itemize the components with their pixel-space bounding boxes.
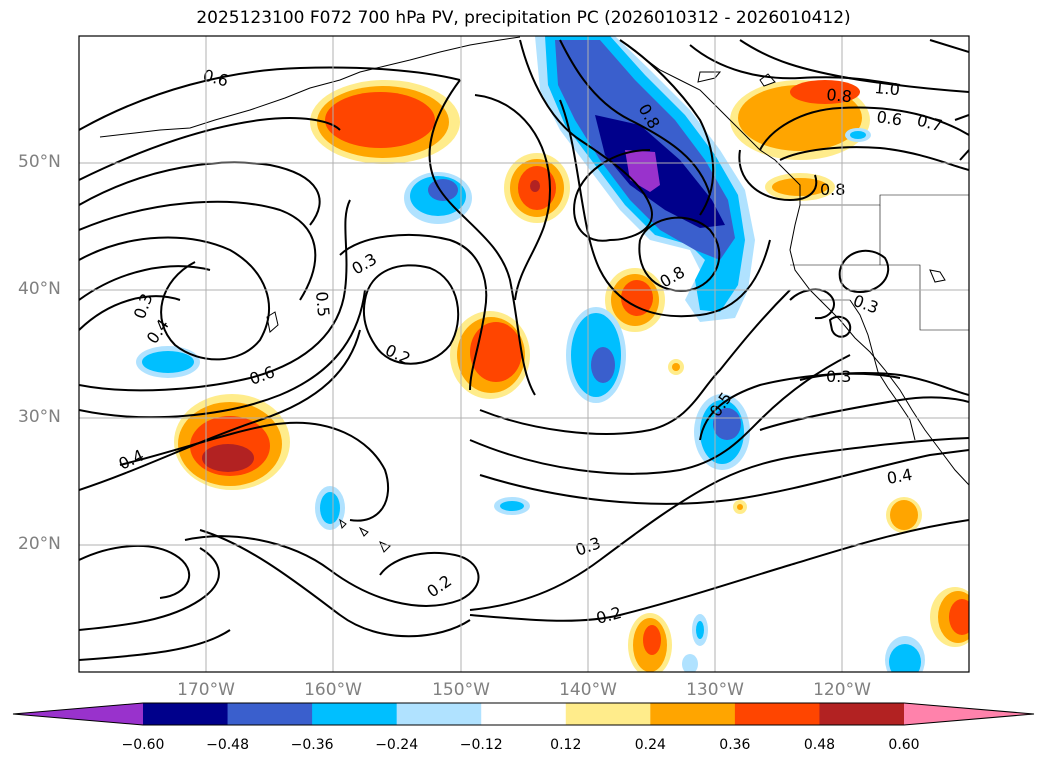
contour-label: 0.8: [820, 180, 845, 199]
map-frame: [78, 35, 970, 673]
lon-label-170w: 170°W: [177, 680, 235, 700]
colorbar-segment: [650, 703, 736, 725]
colorbar-segment: [734, 703, 820, 725]
contour-label: 1.0: [874, 78, 901, 99]
lat-label-20n: 20°N: [18, 534, 61, 554]
gridlines: [79, 36, 969, 672]
colorbar-tick-label: 0.36: [719, 737, 751, 753]
lon-label-130w: 130°W: [686, 680, 744, 700]
contour-label: 0.4: [885, 465, 913, 488]
country-borders: [790, 194, 969, 331]
colorbar-tick-label: −0.60: [121, 737, 165, 753]
colorbar-tick-label: −0.12: [459, 737, 503, 753]
colorbar-segment: [481, 703, 567, 725]
lon-label-120w: 120°W: [813, 680, 871, 700]
lon-label-160w: 160°W: [304, 680, 362, 700]
lon-label-140w: 140°W: [559, 680, 617, 700]
colorbar-segment: [227, 703, 313, 725]
lon-label-150w: 150°W: [432, 680, 490, 700]
pv-contours: [79, 39, 969, 661]
colorbar-tick-label: −0.24: [375, 737, 419, 753]
colorbar-segment: [396, 703, 482, 725]
chart-title: 2025123100 F072 700 hPa PV, precipitatio…: [196, 8, 851, 28]
colorbar-extend-low: [13, 703, 143, 725]
colorbar-segment: [565, 703, 651, 725]
colorbar-extend-high: [904, 703, 1034, 725]
lat-label-30n: 30°N: [18, 407, 61, 427]
colorbar-outline: [12, 702, 1035, 726]
colorbar-tick-label: −0.36: [290, 737, 334, 753]
lat-label-50n: 50°N: [18, 152, 61, 172]
colorbar-segment: [312, 703, 398, 725]
lat-label-40n: 40°N: [18, 279, 61, 299]
colorbar-tick-label: 0.12: [550, 737, 582, 753]
colorbar-tick-label: 0.60: [888, 737, 920, 753]
colorbar-tick-label: 0.24: [634, 737, 666, 753]
contour-label: 0.5: [312, 291, 333, 318]
colorbar-segment: [143, 703, 229, 725]
colorbar-segment: [819, 703, 905, 725]
contour-label: 0.6: [875, 107, 903, 129]
map-plot: 0.6 1.0 0.8 0.6 0.7 0.8 0.8 0.3 0.5 0.3 …: [78, 35, 970, 673]
contour-label: 0.3: [826, 367, 851, 386]
colorbar-tick-label: −0.48: [206, 737, 249, 753]
colorbar-tick-label: 0.48: [803, 737, 836, 753]
contour-label: 0.8: [826, 85, 853, 106]
